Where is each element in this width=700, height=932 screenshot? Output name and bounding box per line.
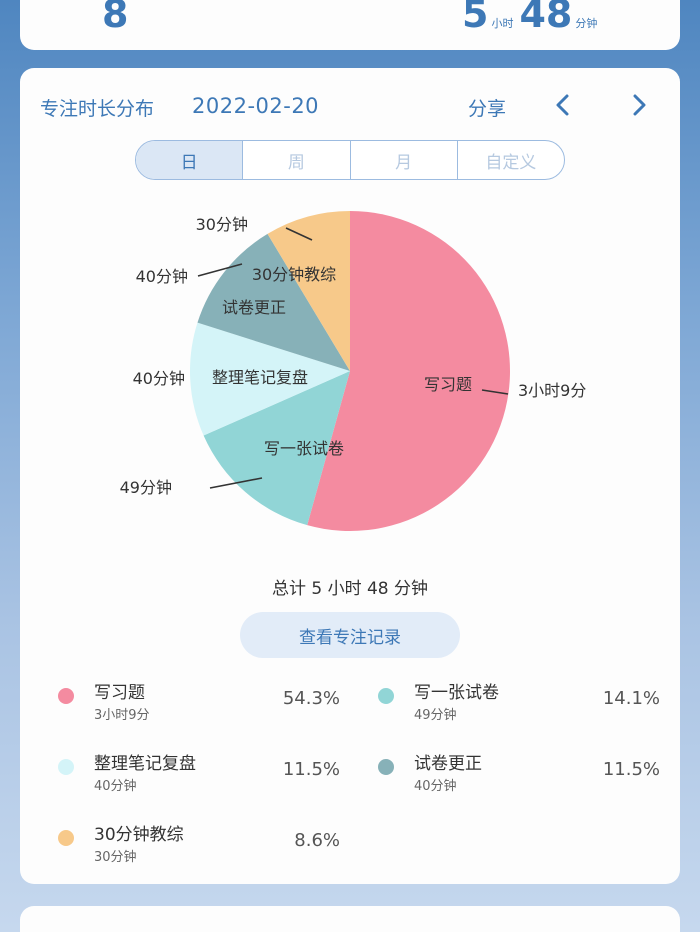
legend-percentage: 8.6% — [294, 830, 340, 851]
duration-hours: 5 — [462, 0, 489, 36]
duration-minutes: 48 — [519, 0, 573, 36]
slice-value-label: 40分钟 — [136, 267, 188, 286]
pie-slice[interactable] — [307, 211, 510, 531]
legend-duration: 3小时9分 — [94, 708, 150, 723]
period-tabs: 日 周 月 自定义 — [135, 140, 565, 180]
tab-custom[interactable]: 自定义 — [485, 152, 537, 173]
legend-item: 整理笔记复盘 40分钟 11.5% — [40, 749, 340, 799]
chevron-left-icon[interactable] — [550, 92, 576, 118]
slice-value-label: 30分钟 — [196, 215, 248, 234]
legend-color-dot — [58, 830, 74, 846]
legend-duration: 30分钟 — [94, 850, 137, 865]
focus-count-value: 8 — [102, 0, 129, 36]
pie-slice[interactable] — [197, 233, 350, 371]
focus-distribution-card: 专注时长分布 2022-02-20 分享 日 周 月 自定义 写习题 3小时9分写… — [20, 68, 680, 884]
date-label: 2022-02-20 — [192, 94, 320, 118]
chevron-right-icon[interactable] — [626, 92, 652, 118]
leader-line — [197, 263, 243, 277]
view-records-button[interactable]: 查看专注记录 — [240, 612, 460, 658]
focus-duration-value: 5 小时 48 分钟 — [462, 0, 603, 36]
minutes-unit: 分钟 — [575, 17, 598, 30]
legend-color-dot — [378, 759, 394, 775]
slice-name-label: 整理笔记复盘 — [212, 368, 308, 387]
legend-duration: 40分钟 — [94, 779, 137, 794]
slice-name-label: 写习题 — [424, 375, 472, 394]
legend-item: 写习题 3小时9分 54.3% — [40, 678, 340, 728]
next-card — [20, 906, 680, 932]
legend-percentage: 11.5% — [282, 759, 340, 780]
pie-slice[interactable] — [189, 322, 350, 436]
slice-value-label: 49分钟 — [120, 478, 172, 497]
slice-value-label: 40分钟 — [133, 369, 185, 388]
slice-name-label: 试卷更正 — [222, 298, 286, 317]
tab-day[interactable]: 日 — [136, 141, 244, 179]
total-duration-text: 总计 5 小时 48 分钟 — [271, 579, 429, 599]
hours-unit: 小时 — [491, 17, 514, 30]
leader-line — [481, 389, 509, 395]
legend-color-dot — [378, 688, 394, 704]
leader-line — [285, 227, 313, 241]
tab-week[interactable]: 周 — [243, 141, 351, 179]
tab-month[interactable]: 月 — [351, 141, 458, 179]
legend-name: 写一张试卷 — [414, 683, 499, 703]
legend-name: 整理笔记复盘 — [94, 754, 196, 774]
slice-name-label: 写一张试卷 — [264, 439, 344, 458]
legend-color-dot — [58, 688, 74, 704]
legend-percentage: 54.3% — [282, 688, 340, 709]
legend-percentage: 14.1% — [602, 688, 660, 709]
legend-name: 试卷更正 — [414, 754, 482, 774]
legend-item: 30分钟教综 30分钟 8.6% — [40, 820, 340, 870]
card-title: 专注时长分布 — [40, 98, 155, 120]
pie-slice[interactable] — [267, 211, 350, 371]
legend-item: 试卷更正 40分钟 11.5% — [360, 749, 660, 799]
legend-percentage: 11.5% — [602, 759, 660, 780]
leader-line — [209, 477, 263, 489]
legend-item: 写一张试卷 49分钟 14.1% — [360, 678, 660, 728]
legend-color-dot — [58, 759, 74, 775]
legend-name: 30分钟教综 — [94, 825, 184, 845]
share-button[interactable]: 分享 — [468, 98, 507, 120]
summary-card: 8 5 小时 48 分钟 — [20, 0, 680, 50]
pie-slice[interactable] — [203, 371, 350, 526]
slice-name-label: 30分钟教综 — [252, 265, 336, 284]
legend-name: 写习题 — [94, 683, 145, 703]
slice-value-label: 3小时9分 — [518, 381, 586, 400]
legend-duration: 40分钟 — [414, 779, 457, 794]
legend-duration: 49分钟 — [414, 708, 457, 723]
